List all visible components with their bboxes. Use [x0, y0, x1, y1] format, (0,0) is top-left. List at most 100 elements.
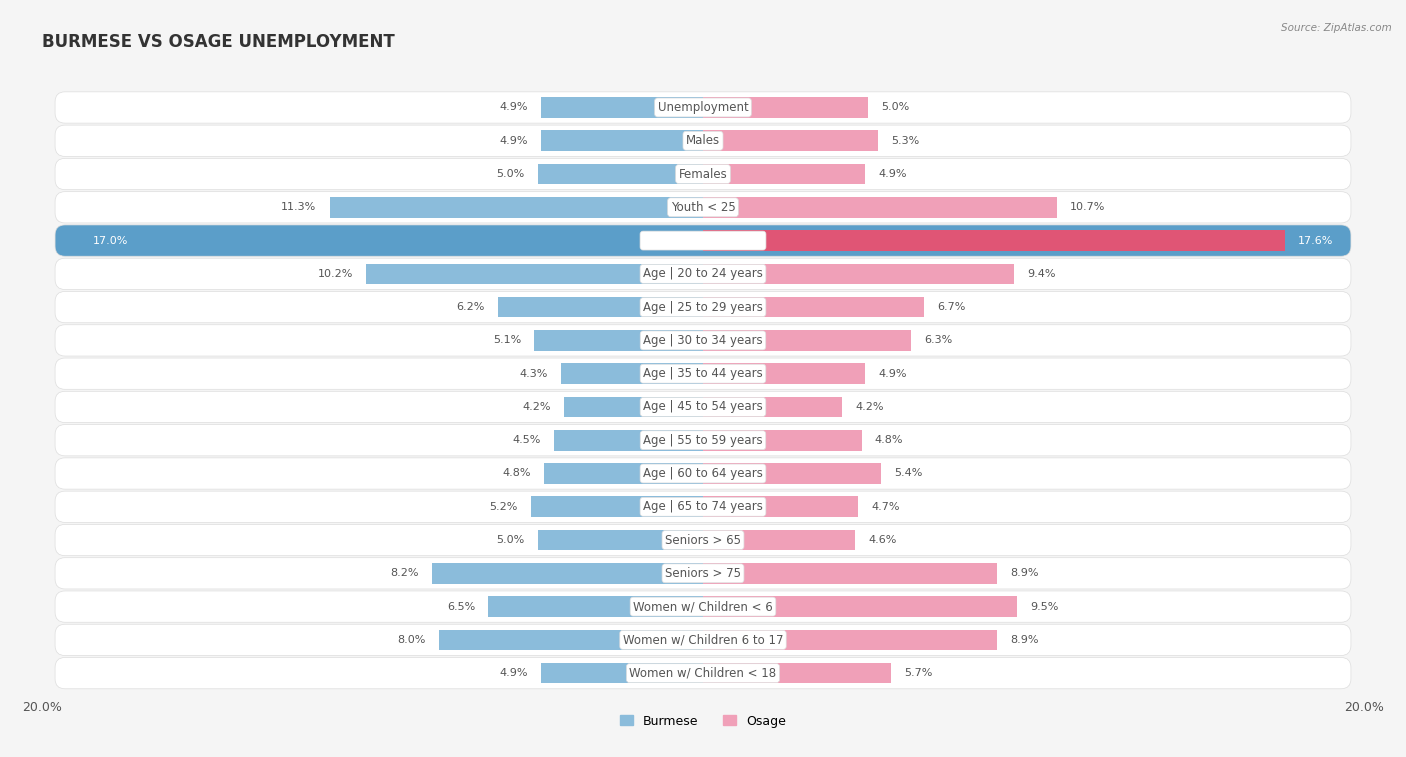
- Text: 8.0%: 8.0%: [396, 635, 426, 645]
- FancyBboxPatch shape: [55, 658, 1351, 689]
- Text: Source: ZipAtlas.com: Source: ZipAtlas.com: [1281, 23, 1392, 33]
- Text: Youth < 25: Youth < 25: [671, 201, 735, 213]
- Bar: [141, 230, 703, 251]
- Bar: [703, 263, 1014, 284]
- Text: 4.2%: 4.2%: [523, 402, 551, 412]
- Bar: [554, 430, 703, 450]
- Text: 6.3%: 6.3%: [924, 335, 953, 345]
- Bar: [703, 663, 891, 684]
- Text: 9.4%: 9.4%: [1026, 269, 1056, 279]
- Text: 5.3%: 5.3%: [891, 136, 920, 146]
- Text: Age | 20 to 24 years: Age | 20 to 24 years: [643, 267, 763, 280]
- Legend: Burmese, Osage: Burmese, Osage: [616, 709, 790, 733]
- Text: Unemployment: Unemployment: [658, 101, 748, 114]
- Text: 5.0%: 5.0%: [882, 102, 910, 113]
- Text: 4.9%: 4.9%: [879, 169, 907, 179]
- Text: 4.5%: 4.5%: [513, 435, 541, 445]
- Text: Women w/ Children 6 to 17: Women w/ Children 6 to 17: [623, 634, 783, 646]
- Text: 4.9%: 4.9%: [879, 369, 907, 378]
- Bar: [703, 397, 842, 417]
- Text: 17.6%: 17.6%: [1298, 235, 1333, 245]
- FancyBboxPatch shape: [55, 525, 1351, 556]
- Text: 6.7%: 6.7%: [938, 302, 966, 312]
- Text: Seniors > 75: Seniors > 75: [665, 567, 741, 580]
- FancyBboxPatch shape: [55, 92, 1351, 123]
- Text: 5.4%: 5.4%: [894, 469, 922, 478]
- Text: 5.7%: 5.7%: [904, 668, 934, 678]
- FancyBboxPatch shape: [55, 558, 1351, 589]
- Text: Age | 60 to 64 years: Age | 60 to 64 years: [643, 467, 763, 480]
- Bar: [703, 164, 865, 185]
- Bar: [537, 530, 703, 550]
- Text: 8.2%: 8.2%: [391, 569, 419, 578]
- Bar: [439, 630, 703, 650]
- Text: 4.9%: 4.9%: [499, 136, 527, 146]
- Bar: [498, 297, 703, 317]
- Bar: [534, 330, 703, 350]
- Text: 11.3%: 11.3%: [281, 202, 316, 212]
- Text: Women w/ Children < 18: Women w/ Children < 18: [630, 667, 776, 680]
- Text: 17.0%: 17.0%: [93, 235, 128, 245]
- Text: 5.1%: 5.1%: [494, 335, 522, 345]
- Bar: [703, 363, 865, 384]
- Bar: [703, 297, 924, 317]
- Bar: [703, 530, 855, 550]
- FancyBboxPatch shape: [55, 258, 1351, 289]
- FancyBboxPatch shape: [55, 425, 1351, 456]
- Bar: [537, 164, 703, 185]
- Bar: [544, 463, 703, 484]
- Bar: [703, 597, 1017, 617]
- FancyBboxPatch shape: [55, 325, 1351, 356]
- FancyBboxPatch shape: [55, 458, 1351, 489]
- Text: Age | 30 to 34 years: Age | 30 to 34 years: [643, 334, 763, 347]
- Bar: [366, 263, 703, 284]
- Text: 5.2%: 5.2%: [489, 502, 517, 512]
- FancyBboxPatch shape: [55, 192, 1351, 223]
- Bar: [703, 563, 997, 584]
- Bar: [329, 197, 703, 217]
- Bar: [703, 130, 879, 151]
- Text: 4.9%: 4.9%: [499, 102, 527, 113]
- Text: Age | 55 to 59 years: Age | 55 to 59 years: [643, 434, 763, 447]
- Bar: [541, 130, 703, 151]
- Bar: [703, 430, 862, 450]
- Text: 6.2%: 6.2%: [457, 302, 485, 312]
- Bar: [541, 663, 703, 684]
- Bar: [703, 197, 1056, 217]
- Bar: [564, 397, 703, 417]
- FancyBboxPatch shape: [55, 291, 1351, 322]
- Text: 4.6%: 4.6%: [868, 535, 897, 545]
- Text: Females: Females: [679, 167, 727, 180]
- Bar: [541, 97, 703, 118]
- Text: Age | 35 to 44 years: Age | 35 to 44 years: [643, 367, 763, 380]
- Bar: [703, 230, 1285, 251]
- Text: Age | 16 to 19 years: Age | 16 to 19 years: [643, 234, 763, 247]
- FancyBboxPatch shape: [55, 625, 1351, 656]
- Text: 8.9%: 8.9%: [1011, 635, 1039, 645]
- FancyBboxPatch shape: [55, 491, 1351, 522]
- Bar: [703, 97, 868, 118]
- FancyBboxPatch shape: [55, 391, 1351, 422]
- Text: 4.9%: 4.9%: [499, 668, 527, 678]
- FancyBboxPatch shape: [55, 158, 1351, 190]
- Text: 6.5%: 6.5%: [447, 602, 475, 612]
- Text: Seniors > 65: Seniors > 65: [665, 534, 741, 547]
- Bar: [703, 463, 882, 484]
- Bar: [703, 330, 911, 350]
- Bar: [488, 597, 703, 617]
- Text: 10.2%: 10.2%: [318, 269, 353, 279]
- Bar: [432, 563, 703, 584]
- Text: Age | 65 to 74 years: Age | 65 to 74 years: [643, 500, 763, 513]
- Text: Women w/ Children < 6: Women w/ Children < 6: [633, 600, 773, 613]
- Text: 4.2%: 4.2%: [855, 402, 883, 412]
- FancyBboxPatch shape: [55, 225, 1351, 256]
- FancyBboxPatch shape: [55, 125, 1351, 157]
- Text: Age | 45 to 54 years: Age | 45 to 54 years: [643, 400, 763, 413]
- Bar: [703, 630, 997, 650]
- Text: 4.7%: 4.7%: [872, 502, 900, 512]
- Text: Males: Males: [686, 134, 720, 148]
- Text: 4.8%: 4.8%: [503, 469, 531, 478]
- Text: 4.8%: 4.8%: [875, 435, 903, 445]
- Text: 9.5%: 9.5%: [1031, 602, 1059, 612]
- Text: 10.7%: 10.7%: [1070, 202, 1105, 212]
